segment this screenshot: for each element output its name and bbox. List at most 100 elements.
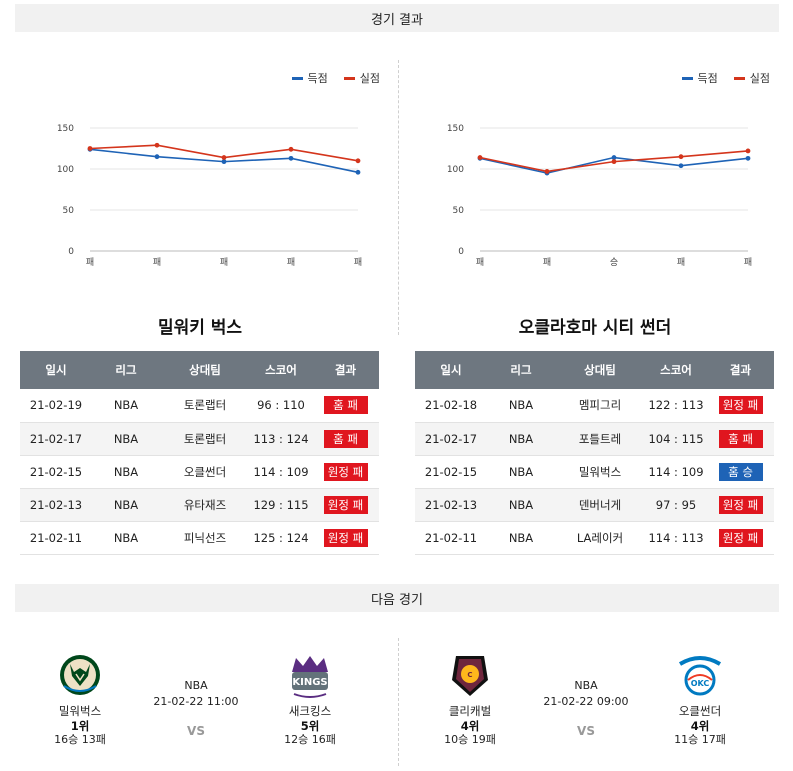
bucks-logo-icon (60, 655, 100, 695)
data-point-scored[interactable] (288, 155, 294, 161)
home-team-rank: 4위 (460, 719, 480, 733)
y-tick-label: 50 (453, 206, 465, 216)
legend-label-conceded: 실점 (749, 72, 770, 85)
table-row[interactable]: 21-02-15 NBA 오클썬더 114 : 109 원정 패 (20, 455, 379, 489)
home-team-rank: 1위 (70, 719, 90, 733)
away-team[interactable]: OKC 오클썬더 4위 11승 17패 (640, 650, 760, 747)
home-team[interactable]: 밀워벅스 1위 16승 13패 (20, 650, 140, 747)
charts-divider (398, 60, 399, 335)
data-point-conceded[interactable] (355, 158, 361, 164)
x-tick-label: 패 (677, 257, 685, 268)
cell-date: 21-02-15 (415, 455, 487, 489)
result-badge: 원정 패 (718, 495, 763, 514)
next-games-divider (398, 638, 399, 766)
data-point-conceded[interactable] (678, 154, 684, 160)
table-row[interactable]: 21-02-19 NBA 토론랩터 96 : 110 홈 패 (20, 389, 379, 423)
data-point-conceded[interactable] (154, 142, 160, 148)
cell-score: 97 : 95 (645, 488, 707, 522)
y-tick-label: 100 (57, 165, 74, 175)
left-results-table: 일시 리그 상대팀 스코어 결과 21-02-19 NBA 토론랩터 96 : 110… (20, 351, 379, 555)
data-point-conceded[interactable] (87, 146, 93, 151)
x-tick-label: 패 (543, 257, 551, 268)
match-info: NBA 21-02-22 09:00 VS (528, 678, 644, 738)
cell-date: 21-02-13 (415, 488, 487, 522)
away-team-record: 12승 16패 (284, 733, 336, 746)
cell-opponent: 덴버너게 (555, 488, 645, 522)
cell-score: 96 : 110 (250, 389, 312, 423)
data-point-scored[interactable] (355, 169, 361, 175)
cell-score: 125 : 124 (250, 521, 312, 555)
cell-date: 21-02-17 (415, 422, 487, 456)
next-game-card[interactable]: 밀워벅스 1위 16승 13패 NBA 21-02-22 11:00 VS KI… (20, 650, 380, 760)
y-tick-label: 150 (57, 124, 74, 134)
legend-item-conceded: 실점 (733, 70, 770, 86)
data-point-scored[interactable] (611, 155, 617, 160)
table-row[interactable]: 21-02-17 NBA 포틀트레 104 : 115 홈 패 (415, 422, 774, 456)
y-tick-label: 50 (63, 206, 75, 216)
table-row[interactable]: 21-02-11 NBA LA레이커 114 : 113 원정 패 (415, 521, 774, 555)
cell-opponent: 피닉선즈 (160, 521, 250, 555)
next-game-card[interactable]: C 클리캐벌 4위 10승 19패 NBA 21-02-22 09:00 VS … (410, 650, 770, 760)
legend-item-conceded: 실점 (343, 70, 380, 86)
away-team-name: 새크킹스 (288, 704, 332, 718)
table-row[interactable]: 21-02-15 NBA 밀워벅스 114 : 109 홈 승 (415, 455, 774, 489)
x-tick-label: 패 (476, 257, 484, 268)
legend-label-scored: 득점 (697, 72, 718, 85)
table-row[interactable]: 21-02-17 NBA 토론랩터 113 : 124 홈 패 (20, 422, 379, 456)
cell-date: 21-02-11 (415, 521, 487, 555)
match-league: NBA (184, 679, 208, 692)
table-row[interactable]: 21-02-18 NBA 멤피그리 122 : 113 원정 패 (415, 389, 774, 423)
cell-league: NBA (92, 488, 160, 522)
data-point-conceded[interactable] (288, 146, 294, 152)
home-team[interactable]: C 클리캐벌 4위 10승 19패 (410, 650, 530, 747)
right-team-chart: 득점 실점 0 50 100 150 패 패 승 패 패 (410, 55, 790, 285)
legend-item-scored: 득점 (291, 70, 328, 86)
cell-league: NBA (92, 422, 160, 456)
y-tick-label: 100 (447, 165, 464, 175)
match-time: 21-02-22 09:00 (543, 695, 629, 708)
cell-score: 114 : 109 (250, 455, 312, 489)
table-row[interactable]: 21-02-13 NBA 덴버너게 97 : 95 원정 패 (415, 488, 774, 522)
data-point-scored[interactable] (154, 154, 160, 160)
cell-date: 21-02-17 (20, 422, 92, 456)
cell-score: 129 : 115 (250, 488, 312, 522)
cell-league: NBA (487, 455, 555, 489)
cell-league: NBA (487, 389, 555, 423)
away-team-record: 11승 17패 (674, 733, 726, 746)
header-result: 결과 (707, 351, 774, 389)
cell-date: 21-02-18 (415, 389, 487, 423)
legend-swatch-scored (291, 76, 303, 80)
data-point-conceded[interactable] (544, 169, 550, 174)
cell-result: 원정 패 (312, 488, 379, 522)
x-tick-label: 패 (744, 257, 752, 268)
vs-label: VS (187, 724, 205, 738)
cell-result: 원정 패 (707, 389, 774, 423)
data-point-scored[interactable] (678, 163, 684, 169)
legend-label-conceded: 실점 (359, 72, 380, 85)
cell-league: NBA (92, 455, 160, 489)
y-tick-label: 0 (68, 247, 74, 257)
cell-date: 21-02-15 (20, 455, 92, 489)
cell-result: 홈 패 (312, 389, 379, 423)
cell-league: NBA (92, 389, 160, 423)
result-badge: 원정 패 (718, 396, 763, 415)
match-info: NBA 21-02-22 11:00 VS (138, 678, 254, 738)
data-point-conceded[interactable] (221, 155, 227, 160)
table-row[interactable]: 21-02-11 NBA 피닉선즈 125 : 124 원정 패 (20, 521, 379, 555)
x-tick-label: 패 (86, 257, 94, 268)
away-team[interactable]: KINGS 새크킹스 5위 12승 16패 (250, 650, 370, 747)
match-time: 21-02-22 11:00 (153, 695, 239, 708)
result-badge: 홈 승 (718, 462, 763, 481)
cell-date: 21-02-11 (20, 521, 92, 555)
data-point-conceded[interactable] (611, 159, 617, 165)
cell-opponent: 오클썬더 (160, 455, 250, 489)
data-point-conceded[interactable] (477, 155, 483, 160)
cell-opponent: 밀워벅스 (555, 455, 645, 489)
table-row[interactable]: 21-02-13 NBA 유타재즈 129 : 115 원정 패 (20, 488, 379, 522)
data-point-conceded[interactable] (745, 148, 751, 154)
data-point-scored[interactable] (221, 159, 227, 165)
cell-result: 홈 패 (707, 422, 774, 456)
cell-opponent: 토론랩터 (160, 389, 250, 423)
data-point-scored[interactable] (745, 155, 751, 161)
x-tick-label: 패 (287, 257, 295, 268)
